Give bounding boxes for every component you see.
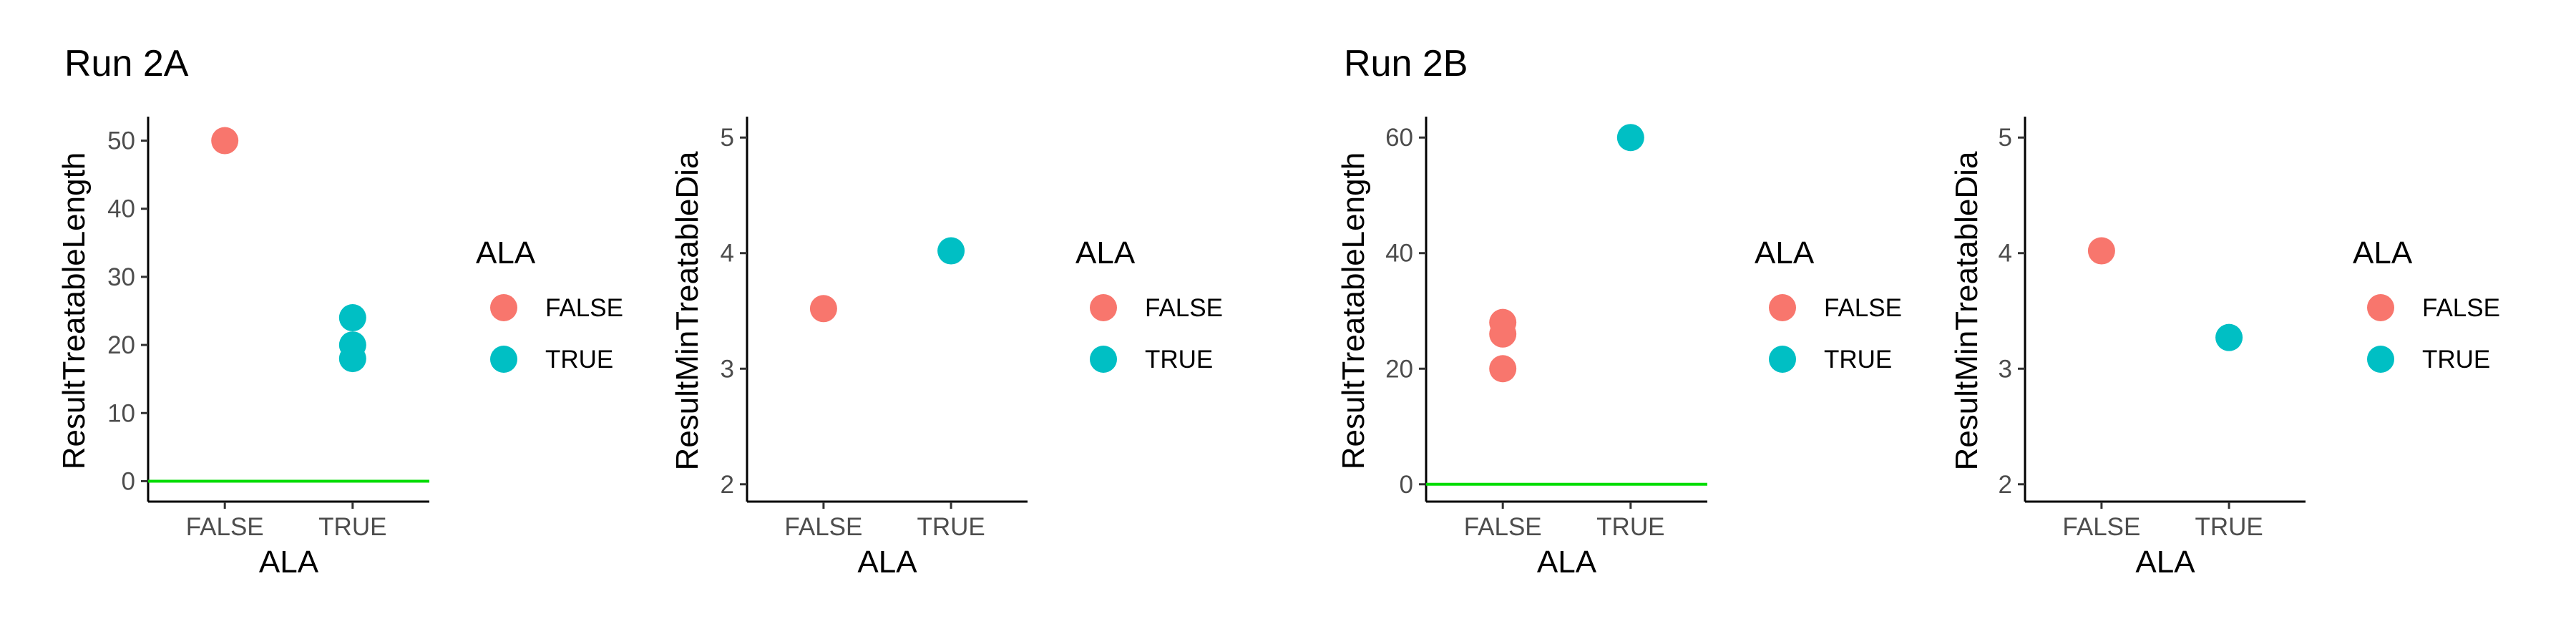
y-tick-label: 4	[721, 240, 734, 268]
legend-label-true: TRUE	[2422, 346, 2490, 374]
y-tick-label: 5	[1999, 124, 2012, 152]
data-point-false	[211, 127, 239, 155]
panel-run-2b-length: Run 2B ALA ResultTreatableLength ALA FAL…	[1336, 43, 1902, 580]
y-tick-label: 40	[1385, 240, 1413, 268]
data-point-false	[1489, 355, 1517, 383]
data-point-true	[937, 237, 965, 265]
legend-key-true	[2367, 346, 2394, 373]
legend-label-false: FALSE	[545, 294, 623, 322]
legend-key-false	[2367, 294, 2394, 321]
x-tick-label: FALSE	[2062, 513, 2140, 541]
legend-label-false: FALSE	[2422, 294, 2500, 322]
panel-run-2a-length: Run 2A ALA ResultTreatableLength ALA FAL…	[57, 43, 623, 580]
y-axis-title: ResultMinTreatableDia	[1949, 151, 1984, 470]
y-tick-label: 2	[1999, 471, 2012, 499]
x-tick-label: TRUE	[318, 513, 386, 541]
y-tick-label: 10	[107, 399, 135, 427]
data-point-true	[1616, 124, 1644, 152]
data-point-true	[2215, 323, 2243, 351]
x-axis-title: ALA	[2135, 545, 2195, 580]
x-axis-title: ALA	[259, 545, 319, 580]
y-tick-label: 3	[1999, 355, 2012, 383]
y-axis-title: ResultTreatableLength	[57, 152, 92, 470]
x-tick-label: FALSE	[1464, 513, 1542, 541]
legend-title: ALA	[1755, 235, 1815, 270]
legend-key-false	[490, 294, 517, 321]
legend-title: ALA	[476, 235, 536, 270]
y-tick-label: 60	[1385, 124, 1413, 152]
y-tick-label: 30	[107, 263, 135, 291]
y-axis-title: ResultMinTreatableDia	[670, 151, 705, 470]
data-point-false	[1489, 320, 1517, 348]
y-tick-label: 4	[1999, 240, 2012, 268]
data-point-false	[2087, 237, 2115, 265]
legend-label-true: TRUE	[1145, 346, 1213, 374]
data-point-true	[338, 304, 366, 332]
legend-title: ALA	[2353, 235, 2413, 270]
data-point-true	[338, 345, 366, 373]
x-axis-title: ALA	[857, 545, 917, 580]
y-tick-label: 20	[107, 331, 135, 359]
y-tick-label: 50	[107, 127, 135, 155]
legend-key-false	[1090, 294, 1117, 321]
panel-run-2a-dia: ALA ResultMinTreatableDia ALA FALSE TRUE…	[670, 117, 1223, 580]
x-axis-title: ALA	[1537, 545, 1597, 580]
legend-key-true	[1769, 346, 1796, 373]
x-tick-label: FALSE	[186, 513, 264, 541]
legend-title: ALA	[1075, 235, 1136, 270]
data-point-false	[809, 295, 837, 323]
y-tick-label: 3	[721, 355, 734, 383]
panel-title: Run 2A	[64, 43, 189, 84]
legend-key-false	[1769, 294, 1796, 321]
y-tick-label: 5	[721, 124, 734, 152]
y-tick-label: 2	[721, 471, 734, 499]
legend-key-true	[1090, 346, 1117, 373]
y-tick-label: 20	[1385, 355, 1413, 383]
legend-label-true: TRUE	[545, 346, 613, 374]
x-tick-label: TRUE	[1596, 513, 1664, 541]
legend-label-true: TRUE	[1824, 346, 1892, 374]
x-tick-label: FALSE	[784, 513, 862, 541]
legend-key-true	[490, 346, 517, 373]
y-axis-title: ResultTreatableLength	[1336, 152, 1371, 470]
x-tick-label: TRUE	[917, 513, 985, 541]
y-tick-label: 0	[1400, 471, 1413, 499]
legend-label-false: FALSE	[1145, 294, 1223, 322]
panel-title: Run 2B	[1344, 43, 1468, 84]
legend-label-false: FALSE	[1824, 294, 1902, 322]
panel-run-2b-dia: ALA ResultMinTreatableDia ALA FALSE TRUE…	[1949, 117, 2500, 580]
y-tick-label: 40	[107, 195, 135, 223]
x-tick-label: TRUE	[2195, 513, 2263, 541]
y-tick-label: 0	[122, 467, 135, 495]
